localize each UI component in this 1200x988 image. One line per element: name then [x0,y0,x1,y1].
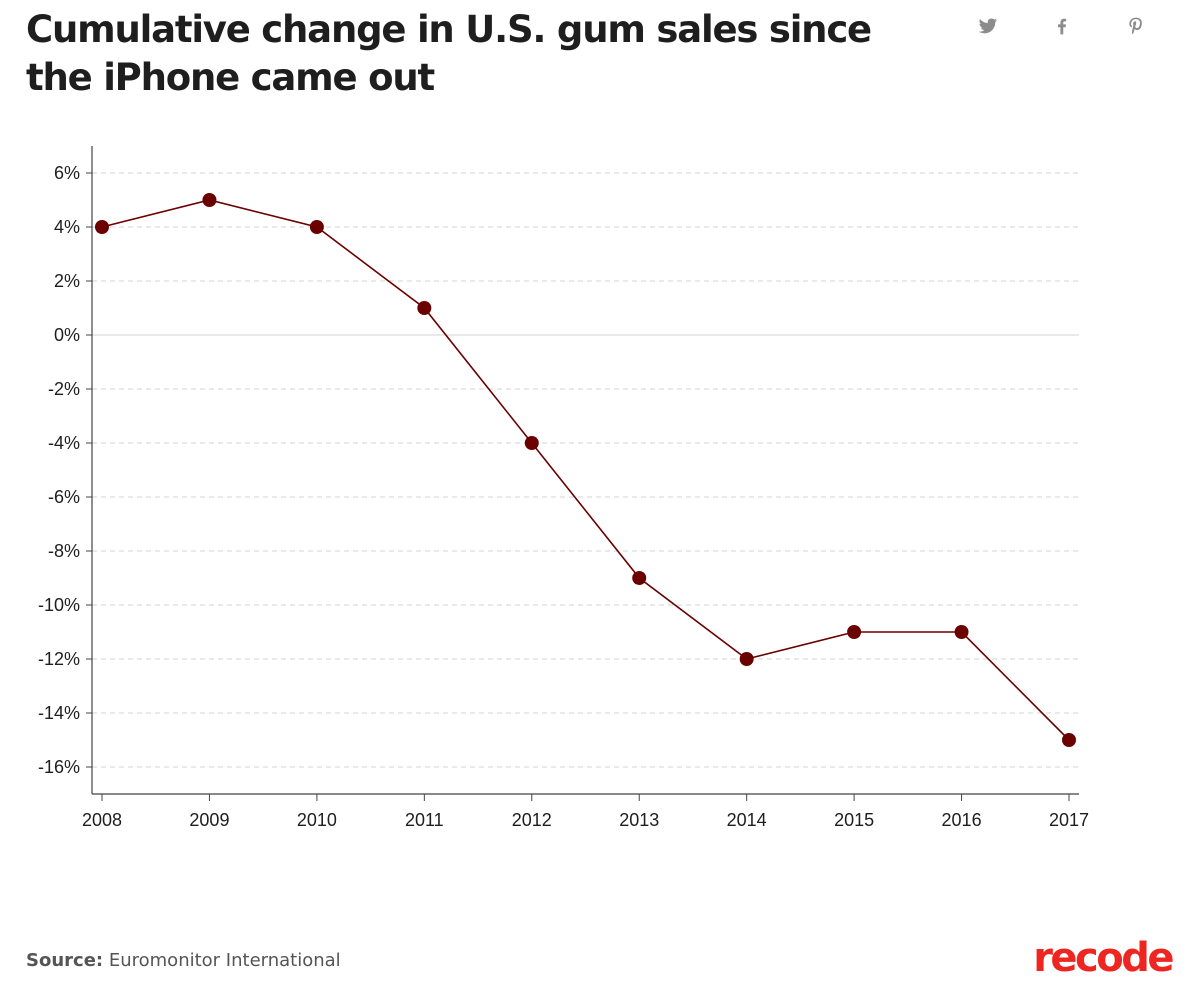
y-tick-label: 6% [54,163,80,183]
source-text: Euromonitor International [108,950,341,971]
data-point [202,193,217,207]
y-tick-label: -12% [38,649,80,669]
x-tick-label: 2008 [82,810,122,830]
pinterest-icon [1129,17,1142,35]
data-point [1062,733,1076,747]
y-tick-label: -16% [38,757,80,777]
axes [91,146,1079,795]
x-tick-label: 2015 [834,810,874,830]
grid-lines [92,172,1079,768]
y-tick-label: -10% [38,595,80,615]
y-tick-label: -14% [38,703,80,723]
x-axis-ticks: 2008 2009 2010 2011 2012 2013 2014 2015 2016 2017 [82,794,1089,830]
recode-logo: recode [1033,935,1174,981]
data-point [524,436,539,450]
twitter-icon [978,18,998,34]
series-line [101,199,1070,741]
y-tick-label: -6% [48,487,80,507]
source-note: Source: Euromonitor International [26,950,341,971]
share-bar [976,14,1148,38]
pinterest-share-button[interactable] [1124,14,1148,38]
x-tick-label: 2012 [512,810,552,830]
data-point [739,652,754,666]
x-tick-label: 2011 [405,810,444,830]
line-chart: 6% 4% 2% 0% -2% -4% -6% -8% -10% -12% -14% -16% 200… [38,146,1089,830]
x-tick-label: 2017 [1049,810,1089,830]
x-tick-label: 2016 [942,810,982,830]
y-tick-label: -4% [48,433,80,453]
y-tick-label: -8% [48,541,80,561]
facebook-share-button[interactable] [1050,14,1074,38]
facebook-icon [1058,18,1067,35]
data-point [95,220,109,234]
y-axis-ticks: 6% 4% 2% 0% -2% -4% -6% -8% -10% -12% -14% -16% [38,163,92,777]
chart-title: Cumulative change in U.S. gum sales sinc… [26,8,872,99]
data-point [632,571,647,585]
source-label: Source: [26,950,104,971]
x-tick-label: 2009 [189,810,229,830]
twitter-share-button[interactable] [976,14,1000,38]
y-tick-label: 4% [54,217,80,237]
x-tick-label: 2010 [297,810,337,830]
y-tick-label: 2% [54,271,80,291]
data-point [309,220,324,234]
data-point [954,625,969,639]
y-tick-label: 0% [54,325,80,345]
x-tick-label: 2014 [727,810,767,830]
y-tick-label: -2% [48,379,80,399]
data-point [847,625,862,639]
x-tick-label: 2013 [619,810,659,830]
data-point [417,301,432,315]
series-gum-sales [95,193,1076,747]
